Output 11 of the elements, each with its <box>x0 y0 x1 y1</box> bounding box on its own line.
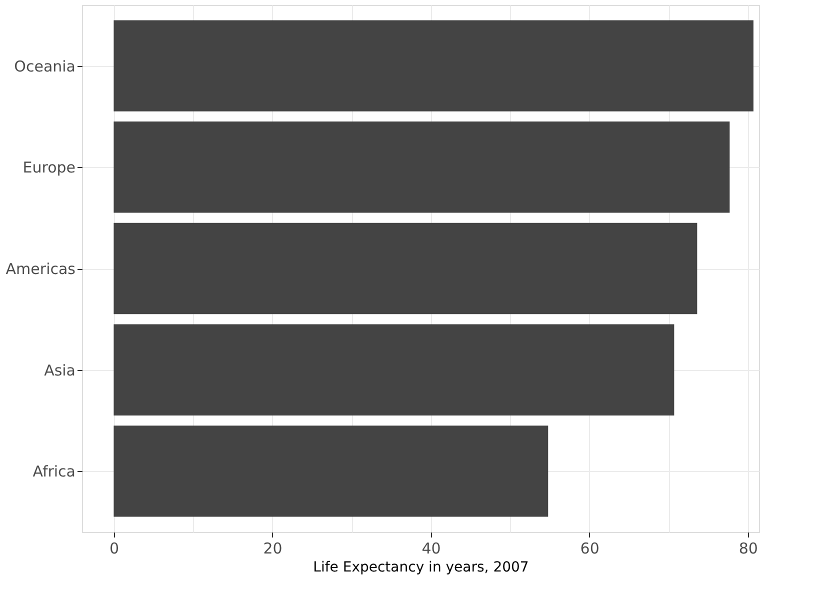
x-tick-label: 80 <box>738 540 758 558</box>
x-tick-label: 40 <box>422 540 441 558</box>
y-tick-label: Africa <box>32 462 76 481</box>
x-axis-title: Life Expectancy in years, 2007 <box>313 560 529 576</box>
y-tick-label: Europe <box>22 158 76 177</box>
y-tick-label: Oceania <box>14 57 76 76</box>
x-tick-label: 0 <box>109 540 119 558</box>
y-tick-label: Asia <box>44 361 76 380</box>
x-tick-label: 20 <box>263 540 282 558</box>
x-tick-label: 60 <box>580 540 600 558</box>
y-tick-label: Americas <box>6 260 76 278</box>
